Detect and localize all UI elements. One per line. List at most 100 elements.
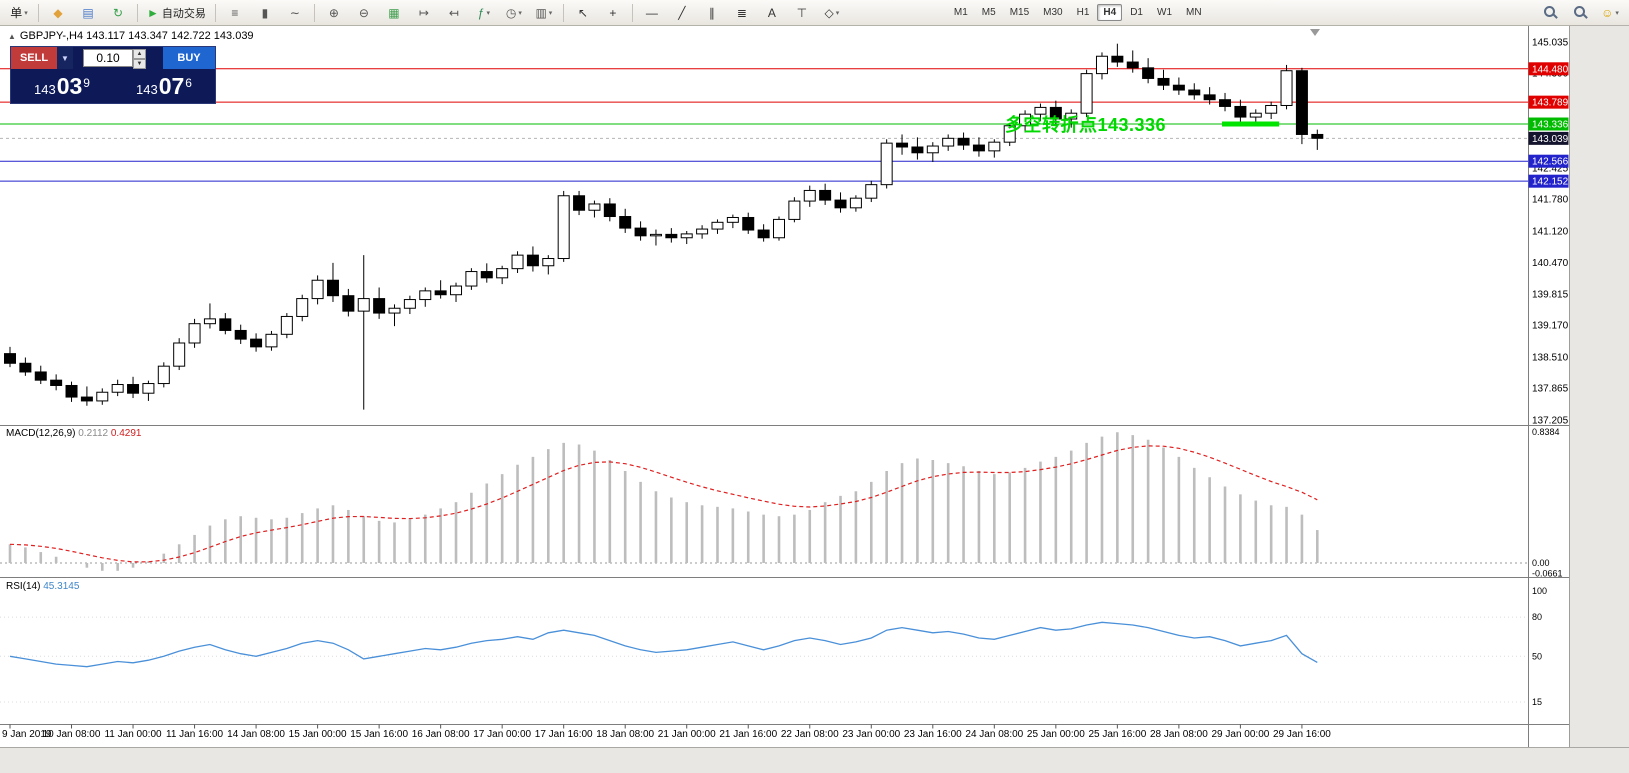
volume-up-button[interactable]: ▲: [133, 49, 146, 59]
chart-shift-marker: [1310, 29, 1320, 36]
svg-text:9 Jan 2019: 9 Jan 2019: [2, 729, 52, 740]
svg-text:0.8384: 0.8384: [1532, 427, 1560, 437]
toolbar-separator: [38, 3, 39, 22]
candlestick-chart-icon[interactable]: ▮: [251, 2, 279, 24]
svg-text:24 Jan 08:00: 24 Jan 08:00: [965, 729, 1023, 740]
timeframe-h4-button[interactable]: H4: [1097, 4, 1123, 21]
channel-icon: ∥: [708, 5, 715, 20]
market-watch-icon[interactable]: ▤: [74, 2, 102, 24]
horizontal-line-icon[interactable]: —: [638, 2, 666, 24]
svg-text:143.336: 143.336: [1532, 120, 1569, 131]
find-in-chart-button[interactable]: [1566, 2, 1594, 24]
toolbar-separator: [137, 3, 138, 22]
trendline-icon[interactable]: ╱: [668, 2, 696, 24]
label-icon[interactable]: ⊤: [788, 2, 816, 24]
svg-text:140.470: 140.470: [1532, 258, 1569, 269]
timeframe-w1-button[interactable]: W1: [1157, 7, 1172, 18]
chart-shift-icon[interactable]: ↤: [440, 2, 468, 24]
zoom-out-icon: ⊖: [358, 5, 369, 20]
toolbar-separator: [631, 3, 633, 22]
timeframe-d1-button[interactable]: D1: [1130, 7, 1143, 18]
svg-text:17 Jan 16:00: 17 Jan 16:00: [535, 729, 593, 740]
svg-text:138.510: 138.510: [1532, 353, 1569, 364]
bar-chart-icon: ≡: [231, 5, 239, 20]
horizontal-price-lines[interactable]: [0, 68, 1528, 182]
svg-text:11 Jan 16:00: 11 Jan 16:00: [166, 729, 224, 740]
svg-text:145.035: 145.035: [1532, 38, 1569, 49]
volume-down-button[interactable]: ▼: [133, 59, 146, 69]
svg-text:142.152: 142.152: [1532, 177, 1569, 188]
autotrading-button[interactable]: ► 自动交易: [143, 2, 210, 24]
new-order-button-caret-icon: ▾: [24, 9, 28, 17]
line-chart-icon[interactable]: ∼: [281, 2, 309, 24]
zoom-in-icon[interactable]: ⊕: [320, 2, 348, 24]
trade-options-caret-icon[interactable]: ▼: [57, 47, 73, 69]
trend-annotation-text[interactable]: 多空转折点143.336: [1005, 115, 1167, 135]
sell-price-pips: 03: [56, 72, 83, 99]
periods-icon: ◷: [505, 5, 517, 20]
timeframe-toolbar: M1 M5 M15 M30 H1 H4 D1 W1 MN: [947, 1, 1209, 25]
timeframe-mn-button[interactable]: MN: [1186, 7, 1202, 18]
svg-text:15 Jan 00:00: 15 Jan 00:00: [289, 729, 347, 740]
timeframe-m1-button[interactable]: M1: [953, 7, 968, 18]
svg-text:143.789: 143.789: [1532, 98, 1569, 109]
charts-profile-icon: ◆: [53, 5, 63, 20]
periods-icon[interactable]: ◷ ▾: [500, 2, 528, 24]
magnifier-icon: [1543, 5, 1558, 20]
indicators-icon[interactable]: ƒ ▾: [470, 2, 498, 24]
cursor-icon: ↖: [577, 5, 588, 20]
buy-price[interactable]: 143 07 6: [113, 74, 215, 98]
volume-input[interactable]: [83, 49, 133, 67]
bar-chart-icon[interactable]: ≡: [221, 2, 249, 24]
svg-text:142.566: 142.566: [1532, 157, 1569, 168]
collapse-panel-icon[interactable]: ▲: [8, 32, 16, 41]
macd-signal-line: [9, 445, 1318, 563]
search-symbol-button[interactable]: [1536, 2, 1564, 24]
text-icon[interactable]: A: [758, 2, 786, 24]
toolbar-separator: [214, 3, 216, 22]
toolbar-left-group: 单 ▾ ◆ ▤ ↻ ► 自动交易 ≡ ▮ ∼ ⊕ ⊖ ▦ ↦ ↤ ƒ ▾ ◷ ▾ ▥ ▾ ↖ + — ╱ ∥ ≣ A ⊤ ◇ ▾: [4, 1, 847, 25]
auto-scroll-icon[interactable]: ↦: [410, 2, 438, 24]
timeframe-m15-button[interactable]: M15: [1009, 7, 1030, 18]
chart-shift-icon: ↤: [448, 5, 459, 20]
new-order-button[interactable]: 单 ▾: [5, 2, 33, 24]
buy-price-big: 143: [136, 81, 158, 97]
tile-windows-icon[interactable]: ▦: [380, 2, 408, 24]
navigator-refresh-icon: ↻: [112, 5, 124, 20]
svg-text:21 Jan 00:00: 21 Jan 00:00: [658, 729, 716, 740]
svg-text:23 Jan 00:00: 23 Jan 00:00: [842, 729, 900, 740]
timeframe-h1-button[interactable]: H1: [1076, 7, 1090, 18]
channel-icon[interactable]: ∥: [698, 2, 726, 24]
navigator-refresh-icon[interactable]: ↻: [104, 2, 132, 24]
volume-field-group: ▲ ▼: [83, 49, 146, 69]
templates-icon[interactable]: ▥ ▾: [530, 2, 558, 24]
new-order-button: 单: [10, 5, 23, 20]
svg-text:23 Jan 16:00: 23 Jan 16:00: [904, 729, 962, 740]
label-icon: ⊤: [796, 5, 808, 20]
community-button[interactable]: ☺ ▾: [1596, 2, 1624, 24]
buy-button[interactable]: BUY: [163, 47, 215, 69]
price-axis[interactable]: 145.035144.390142.425141.780141.120140.4…: [1528, 38, 1569, 708]
fibonacci-icon[interactable]: ≣: [728, 2, 756, 24]
candlestick-chart-icon: ▮: [261, 5, 269, 20]
zoom-out-icon[interactable]: ⊖: [350, 2, 378, 24]
timeframe-m30-button[interactable]: M30: [1043, 7, 1063, 18]
cursor-icon[interactable]: ↖: [569, 2, 597, 24]
svg-text:18 Jan 08:00: 18 Jan 08:00: [596, 729, 654, 740]
community-button-caret-icon: ▾: [1615, 9, 1619, 17]
crosshair-icon: +: [609, 5, 617, 20]
smiley-icon: ☺: [1601, 5, 1614, 20]
sell-button[interactable]: SELL: [11, 47, 57, 69]
sell-price[interactable]: 143 03 9: [11, 72, 113, 99]
crosshair-icon[interactable]: +: [599, 2, 627, 24]
chart-background: [0, 26, 1569, 747]
shapes-icon[interactable]: ◇ ▾: [818, 2, 846, 24]
charts-profile-icon[interactable]: ◆: [44, 2, 72, 24]
shapes-icon: ◇: [824, 5, 834, 20]
timeframe-m5-button[interactable]: M5: [981, 7, 996, 18]
svg-text:100: 100: [1532, 586, 1547, 596]
macd-value: 0.2112: [78, 428, 109, 439]
